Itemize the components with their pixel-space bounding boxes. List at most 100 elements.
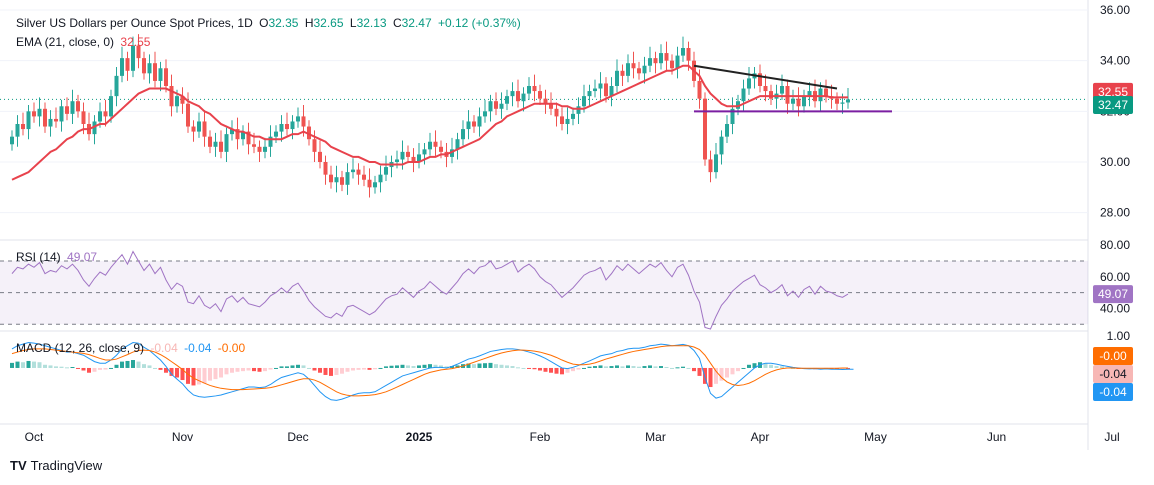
- macd-histogram-bar: [268, 367, 273, 370]
- candle-body: [131, 45, 135, 71]
- macd-histogram-bar: [428, 364, 432, 368]
- candle-body: [714, 154, 718, 173]
- macd-histogram-bar: [516, 367, 520, 369]
- candle-body: [631, 63, 636, 69]
- macd-histogram-bar: [345, 367, 350, 372]
- candle-body: [686, 48, 691, 61]
- macd-histogram-bar: [769, 364, 773, 368]
- candle-body: [241, 131, 245, 140]
- candle-body: [252, 144, 256, 147]
- macd-histogram-bar: [477, 363, 482, 368]
- candle-body: [417, 154, 421, 162]
- macd-histogram-bar: [527, 367, 531, 369]
- candle-body: [477, 116, 482, 127]
- macd-histogram-bar: [312, 367, 317, 371]
- candle-body: [175, 96, 179, 107]
- candle-body: [290, 121, 295, 130]
- time-axis-tick: Apr: [751, 430, 770, 444]
- candle-body: [455, 139, 460, 150]
- candle-body: [334, 177, 339, 183]
- macd-histogram-bar: [763, 363, 768, 368]
- macd-histogram-bar: [384, 366, 388, 368]
- macd-histogram-bar: [15, 361, 20, 368]
- macd-histogram-bar: [455, 365, 460, 368]
- macd-histogram-bar: [356, 367, 361, 370]
- macd-histogram-bar: [472, 364, 476, 368]
- candle-body: [15, 124, 20, 137]
- time-axis-tick: Feb: [530, 430, 551, 444]
- signal-line: [11, 345, 848, 397]
- macd-histogram-bar: [301, 365, 306, 368]
- macd-histogram-bar: [659, 366, 663, 368]
- macd-histogram-bar: [406, 365, 410, 368]
- macd-histogram-bar: [296, 364, 300, 368]
- price-label-text: 32.47: [1098, 98, 1128, 112]
- macd-histogram-bar: [197, 367, 201, 385]
- candle-body: [169, 86, 174, 107]
- candle-body: [411, 156, 416, 162]
- macd-histogram-bar: [246, 367, 251, 371]
- macd-histogram-bar: [147, 365, 152, 368]
- candle-body: [604, 83, 608, 97]
- candle-body: [565, 118, 570, 124]
- candle-body: [818, 88, 823, 102]
- tradingview-branding[interactable]: TV TradingView: [10, 458, 102, 473]
- candle-body: [780, 86, 784, 94]
- candle-body: [807, 91, 812, 97]
- macd-histogram-bar: [439, 365, 443, 368]
- candle-body: [439, 146, 443, 152]
- candle-body: [532, 86, 537, 92]
- candle-body: [114, 75, 119, 97]
- macd-histogram-bar: [329, 367, 333, 376]
- macd-histogram-bar: [224, 367, 229, 375]
- macd-histogram-bar: [576, 367, 581, 370]
- macd-title: MACD (12, 26, close, 9): [16, 341, 145, 355]
- macd-histogram-bar: [565, 367, 570, 373]
- candle-body: [202, 121, 207, 137]
- candle-body: [840, 102, 845, 104]
- candle-body: [142, 58, 146, 74]
- macd-histogram-bar: [175, 367, 179, 378]
- candle-body: [246, 131, 251, 145]
- macd-histogram-bar: [109, 367, 113, 369]
- macd-histogram-bar: [648, 365, 652, 368]
- macd-histogram-bar: [433, 364, 438, 368]
- macd-histogram-bar: [642, 366, 647, 368]
- price-axis-tick: 34.00: [1100, 54, 1130, 68]
- macd-histogram-bar: [59, 366, 64, 368]
- macd-histogram-bar: [670, 367, 674, 369]
- macd-histogram-bar: [252, 367, 256, 372]
- candle-body: [257, 146, 262, 152]
- candle-body: [362, 174, 366, 180]
- macd-histogram-bar: [186, 367, 190, 384]
- candle-body: [571, 113, 575, 119]
- macd-histogram-bar: [362, 367, 366, 370]
- macd-histogram-bar: [158, 367, 163, 370]
- candle-body: [549, 103, 553, 109]
- macd-histogram-bar: [120, 361, 124, 368]
- candle-body: [318, 151, 322, 162]
- candle-body: [576, 106, 581, 114]
- macd-histogram-bar: [395, 365, 399, 368]
- candle-body: [747, 78, 751, 89]
- candle-body: [637, 68, 641, 74]
- candle-body: [472, 121, 476, 127]
- macd-histogram-bar: [87, 367, 91, 373]
- macd-histogram-bar: [92, 367, 97, 372]
- tradingview-logo-icon: TV: [10, 458, 27, 473]
- macd-signal-label: [1093, 346, 1133, 365]
- macd-histogram-bar: [582, 367, 586, 369]
- time-axis-tick: May: [864, 430, 887, 444]
- macd-histogram-bar: [560, 367, 564, 375]
- macd-histogram-bar: [81, 367, 86, 371]
- candle-body: [191, 126, 196, 132]
- macd-histogram-bar: [505, 365, 509, 368]
- candle-body: [615, 70, 619, 86]
- macd-histogram-bar: [340, 367, 344, 374]
- candle-body: [510, 91, 515, 97]
- macd-histogram-bar: [692, 367, 696, 372]
- candle-body: [323, 162, 328, 175]
- macd-histogram-bar: [367, 367, 372, 370]
